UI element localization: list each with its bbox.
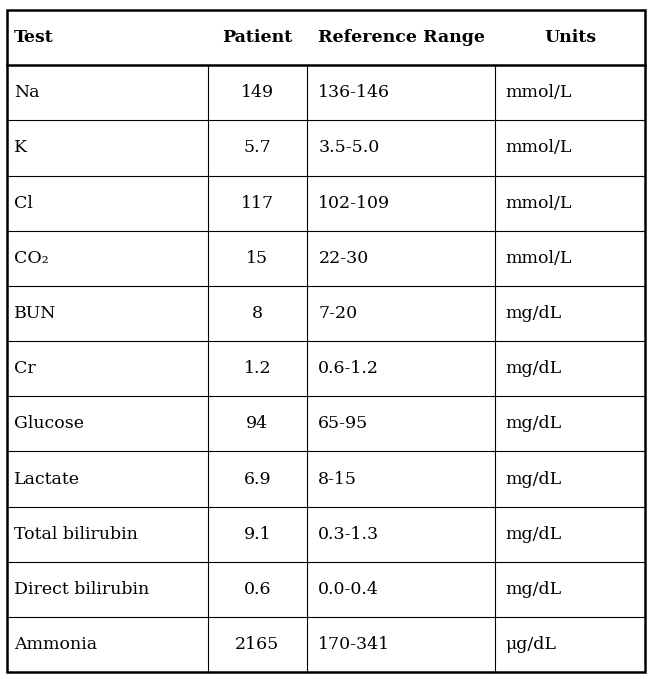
Text: 15: 15 [246, 250, 269, 267]
Text: 0.0-0.4: 0.0-0.4 [318, 581, 379, 598]
Text: mmol/L: mmol/L [505, 84, 571, 101]
Text: mg/dL: mg/dL [505, 526, 561, 543]
Text: 149: 149 [241, 84, 274, 101]
Text: Direct bilirubin: Direct bilirubin [14, 581, 149, 598]
Text: mg/dL: mg/dL [505, 581, 561, 598]
Text: 6.9: 6.9 [243, 471, 271, 488]
Text: 8-15: 8-15 [318, 471, 357, 488]
Text: mg/dL: mg/dL [505, 305, 561, 322]
Text: Na: Na [14, 84, 40, 101]
Text: 65-95: 65-95 [318, 416, 368, 433]
Text: Patient: Patient [222, 29, 293, 46]
Text: 0.6-1.2: 0.6-1.2 [318, 360, 379, 378]
Text: BUN: BUN [14, 305, 57, 322]
Text: Units: Units [544, 29, 597, 46]
Text: Cr: Cr [14, 360, 36, 378]
Text: 2165: 2165 [235, 636, 280, 653]
Text: 102-109: 102-109 [318, 195, 391, 212]
Text: Test: Test [14, 29, 54, 46]
Text: 7-20: 7-20 [318, 305, 357, 322]
Text: Glucose: Glucose [14, 416, 84, 433]
Text: 22-30: 22-30 [318, 250, 368, 267]
Text: mmol/L: mmol/L [505, 139, 571, 156]
Text: 136-146: 136-146 [318, 84, 391, 101]
Text: mg/dL: mg/dL [505, 360, 561, 378]
Text: CO₂: CO₂ [14, 250, 49, 267]
Text: 8: 8 [252, 305, 263, 322]
Text: mmol/L: mmol/L [505, 250, 571, 267]
Text: Total bilirubin: Total bilirubin [14, 526, 138, 543]
Text: mg/dL: mg/dL [505, 416, 561, 433]
Text: 117: 117 [241, 195, 274, 212]
Text: mmol/L: mmol/L [505, 195, 571, 212]
Text: Lactate: Lactate [14, 471, 80, 488]
Text: 5.7: 5.7 [243, 139, 271, 156]
Text: 94: 94 [246, 416, 269, 433]
Text: Ammonia: Ammonia [14, 636, 97, 653]
Text: 1.2: 1.2 [243, 360, 271, 378]
Text: 3.5-5.0: 3.5-5.0 [318, 139, 379, 156]
Text: μg/dL: μg/dL [505, 636, 556, 653]
Text: 170-341: 170-341 [318, 636, 391, 653]
Text: Cl: Cl [14, 195, 33, 212]
Text: K: K [14, 139, 27, 156]
Text: Reference Range: Reference Range [318, 29, 484, 46]
Text: 0.6: 0.6 [244, 581, 271, 598]
Text: 0.3-1.3: 0.3-1.3 [318, 526, 379, 543]
Text: mg/dL: mg/dL [505, 471, 561, 488]
Text: 9.1: 9.1 [243, 526, 271, 543]
